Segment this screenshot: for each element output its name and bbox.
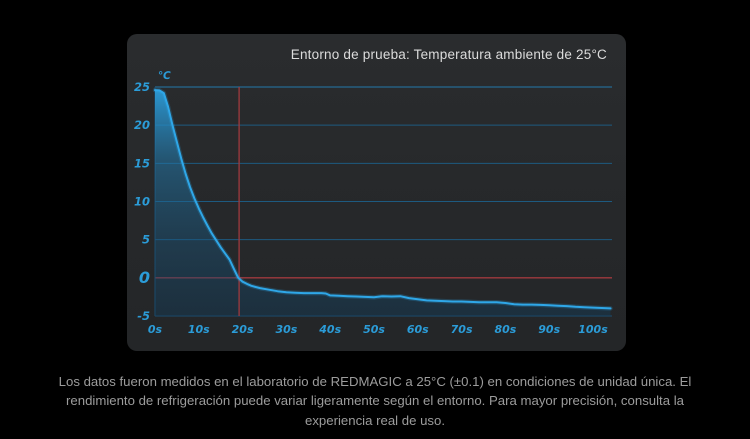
x-axis-label: 60s <box>407 323 429 336</box>
y-axis-label: 15 <box>134 156 150 170</box>
y-axis-unit-label: ℃ <box>158 70 171 82</box>
temperature-chart: 25 20 15 10 5 0 -5 ℃ 0s 10s 20s 30s 40s 50s 60s 70s 80s 9… <box>134 70 613 336</box>
y-axis-label: 10 <box>134 195 150 209</box>
y-axis-label: 0 <box>139 268 150 287</box>
x-axis-label: 20s <box>232 323 254 336</box>
x-axis-label: 40s <box>318 323 341 336</box>
temperature-curve-line <box>154 89 612 310</box>
x-axis-label: 100s <box>578 323 608 336</box>
x-axis-label: 50s <box>363 323 385 336</box>
x-axis-label: 0s <box>148 323 163 336</box>
y-axis-label: 5 <box>142 233 150 247</box>
x-axis-label: 10s <box>188 323 210 336</box>
chart-panel: 25 20 15 10 5 0 -5 ℃ 0s 10s 20s 30s 40s 50s 60s 70s 80s 9… <box>127 34 626 351</box>
x-axis-label: 90s <box>538 323 560 336</box>
y-axis-label: 25 <box>134 80 150 94</box>
temperature-area-fill <box>155 90 611 316</box>
x-axis-label: 30s <box>275 323 297 336</box>
y-axis-label: 20 <box>134 118 150 132</box>
x-axis-label: 80s <box>494 323 516 336</box>
x-axis-label: 70s <box>451 323 473 336</box>
chart-disclaimer-text: Los datos fueron medidos en el laborator… <box>58 374 692 428</box>
y-axis-label: -5 <box>137 309 150 323</box>
chart-title: Entorno de prueba: Temperatura ambiente … <box>290 47 607 62</box>
